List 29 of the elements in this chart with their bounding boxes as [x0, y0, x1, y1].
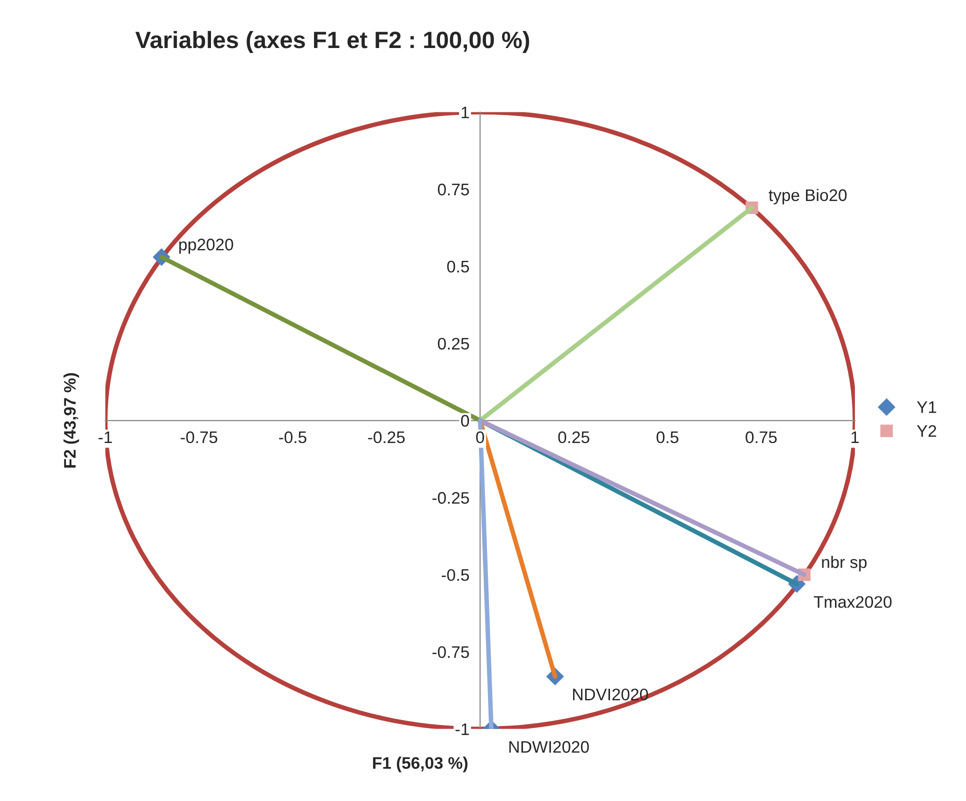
x-axis-title: F1 (56,03 %): [373, 756, 468, 772]
x-tick-label: 1: [852, 432, 859, 444]
y-tick-label: -1: [456, 723, 469, 735]
y-tick-label: -0.5: [442, 569, 469, 581]
legend-label: Y1: [916, 401, 936, 413]
chart-title: Variables (axes F1 et F2 : 100,00 %): [135, 30, 530, 53]
x-tick-label: 0: [476, 431, 484, 444]
x-tick-label: 0.5: [656, 431, 678, 444]
y-tick-label: 0.5: [447, 260, 469, 273]
y-tick-label: 0.75: [438, 184, 469, 196]
y-tick-label: -0.75: [432, 646, 469, 658]
annotation: NDVI2020: [573, 688, 648, 700]
y-axis-title: F2 (43,97 %): [64, 373, 80, 468]
y-tick-label: 1: [462, 106, 469, 118]
annotation: type Bio20: [768, 188, 847, 204]
annotation: Tmax2020: [814, 596, 892, 608]
x-tick-label: -0.75: [180, 431, 218, 444]
y-tick-label: -0.25: [432, 492, 469, 504]
y-tick-label: 0.25: [438, 338, 469, 350]
x-tick-label: -0.5: [279, 431, 306, 444]
x-tick-label: 0.75: [746, 431, 777, 444]
annotation: nbr sp: [822, 556, 867, 572]
x-tick-label: -0.25: [368, 431, 405, 444]
annotation: NDWI2020: [509, 741, 589, 753]
annotation: pp2020: [179, 238, 234, 254]
legend-label: Y2: [916, 425, 936, 437]
y-tick-label: 0: [461, 414, 470, 427]
x-tick-label: 0.25: [558, 431, 590, 444]
x-tick-label: -1: [98, 432, 112, 444]
